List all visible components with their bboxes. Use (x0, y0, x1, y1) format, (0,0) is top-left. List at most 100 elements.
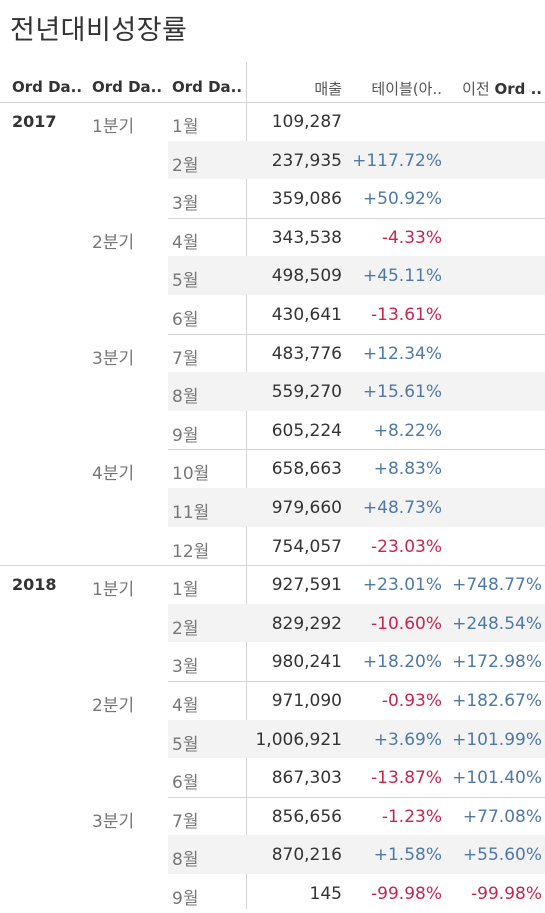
cell-yoy: +23.01% (362, 575, 442, 596)
cell-sales: 237,935 (271, 150, 342, 171)
row-band (168, 527, 545, 566)
table-row[interactable]: 11월 979,660 +48.73% (0, 488, 545, 527)
table-row[interactable]: 3월 980,241 +18.20% +172.98% (0, 642, 545, 681)
table-row[interactable]: 6월 430,641 -13.61% (0, 295, 545, 334)
cell-prev: +248.54% (452, 613, 542, 634)
cell-sales: 867,303 (271, 768, 342, 789)
cell-quarter: 3분기 (92, 348, 135, 369)
table-row[interactable]: 2분기 4월 971,090 -0.93% +182.67% (0, 681, 545, 720)
row-band (168, 179, 545, 218)
table-row[interactable]: 3분기 7월 856,656 -1.23% +77.08% (0, 796, 545, 836)
cell-prev: +101.40% (452, 768, 542, 789)
header-prev-prefix: 이전 (462, 80, 495, 98)
cell-sales: 498,509 (271, 266, 342, 287)
cell-year: 2017 (12, 112, 57, 131)
cell-yoy: +8.83% (373, 459, 442, 480)
cell-year: 2018 (12, 575, 57, 595)
table-row[interactable]: 8월 870,216 +1.58% +55.60% (0, 835, 545, 874)
row-band (168, 796, 545, 836)
cell-sales: 483,776 (271, 343, 342, 364)
header-prev-field: Ord .. (494, 80, 542, 98)
cell-yoy: -99.98% (371, 884, 442, 904)
row-band (168, 333, 545, 373)
cell-yoy: -13.61% (371, 305, 442, 325)
cell-quarter: 1분기 (92, 580, 135, 601)
table-header: Ord Da.. Ord Da.. Ord Da.. 매출 테이블(아.. 이전… (0, 70, 545, 103)
row-band (168, 565, 545, 604)
cell-yoy: -1.23% (381, 806, 442, 827)
table-row[interactable]: 2월 829,292 -10.60% +248.54% (0, 603, 545, 643)
cell-month: 8월 (172, 387, 199, 408)
table-row[interactable]: 9월 145 -99.98% -99.98% (0, 874, 545, 913)
cell-month: 2월 (172, 618, 199, 639)
header-sales[interactable]: 매출 (314, 80, 342, 98)
cell-sales: 658,663 (271, 459, 342, 480)
cell-quarter: 2분기 (92, 696, 135, 716)
cell-yoy: -0.93% (381, 691, 442, 711)
table-row[interactable]: 2018 1분기 1월 927,591 +23.01% +748.77% (0, 565, 545, 604)
table-row[interactable]: 8월 559,270 +15.61% (0, 372, 545, 411)
row-band (168, 140, 545, 180)
table-row[interactable]: 2월 237,935 +117.72% (0, 140, 545, 180)
cell-yoy: -13.87% (371, 768, 442, 789)
page-title: 전년대비성장률 (10, 15, 188, 46)
cell-quarter: 4분기 (92, 464, 135, 485)
cell-month: 3월 (172, 194, 199, 215)
cell-month: 4월 (172, 232, 199, 253)
table-row[interactable]: 3월 359,086 +50.92% (0, 179, 545, 218)
cell-sales: 979,660 (271, 498, 342, 518)
cell-month: 8월 (172, 850, 199, 871)
cell-month: 6월 (172, 773, 199, 794)
cell-sales: 971,090 (271, 691, 342, 711)
cell-month: 1월 (172, 580, 199, 601)
cell-yoy: -4.33% (381, 227, 442, 248)
header-year[interactable]: Ord Da.. (12, 78, 83, 96)
cell-yoy: +50.92% (362, 189, 442, 210)
cell-month: 5월 (172, 271, 199, 292)
table-row[interactable]: 12월 754,057 -23.03% (0, 527, 545, 566)
table-row[interactable]: 9월 605,224 +8.22% (0, 411, 545, 450)
cell-quarter: 1분기 (92, 117, 135, 137)
cell-sales: 980,241 (271, 652, 342, 673)
header-quarter[interactable]: Ord Da.. (92, 78, 163, 96)
cell-yoy: +12.34% (362, 343, 442, 364)
cell-month: 5월 (172, 734, 199, 755)
cell-sales: 343,538 (271, 227, 342, 248)
cell-quarter: 3분기 (92, 811, 135, 832)
cell-yoy: +1.58% (373, 845, 442, 866)
cell-month: 11월 (172, 503, 210, 523)
cell-month: 9월 (172, 889, 199, 909)
row-band (168, 835, 545, 874)
cell-yoy: +3.69% (373, 729, 442, 750)
row-band (168, 295, 545, 334)
row-band (168, 411, 545, 450)
table-row[interactable]: 5월 498,509 +45.11% (0, 256, 545, 295)
cell-month: 1월 (172, 117, 199, 137)
cell-sales: 145 (309, 884, 342, 904)
table-row[interactable]: 2분기 4월 343,538 -4.33% (0, 217, 545, 257)
cell-month: 7월 (172, 348, 199, 369)
cell-yoy: +18.20% (362, 652, 442, 673)
cell-month: 4월 (172, 696, 199, 716)
cell-month: 2월 (172, 155, 199, 176)
header-prev[interactable]: 이전 Ord .. (462, 78, 542, 99)
cell-prev: +55.60% (462, 845, 542, 866)
cell-prev: +77.08% (462, 806, 542, 827)
table-row[interactable]: 2017 1분기 1월 109,287 (0, 102, 545, 141)
table-row[interactable]: 3분기 7월 483,776 +12.34% (0, 333, 545, 373)
table-row[interactable]: 6월 867,303 -13.87% +101.40% (0, 758, 545, 797)
header-month[interactable]: Ord Da.. (172, 78, 243, 96)
cell-yoy: -10.60% (371, 613, 442, 634)
table-row[interactable]: 5월 1,006,921 +3.69% +101.99% (0, 719, 545, 759)
cell-month: 9월 (172, 425, 199, 446)
cell-prev: +748.77% (452, 575, 542, 596)
header-yoy[interactable]: 테이블(아.. (371, 80, 442, 98)
cell-sales: 870,216 (271, 845, 342, 866)
cell-sales: 109,287 (271, 112, 342, 132)
row-band (168, 372, 545, 411)
table-row[interactable]: 4분기 10월 658,663 +8.83% (0, 449, 545, 488)
row-band (168, 449, 545, 488)
row-band (168, 681, 545, 720)
cell-sales: 829,292 (271, 613, 342, 634)
cell-yoy: +117.72% (352, 150, 442, 171)
